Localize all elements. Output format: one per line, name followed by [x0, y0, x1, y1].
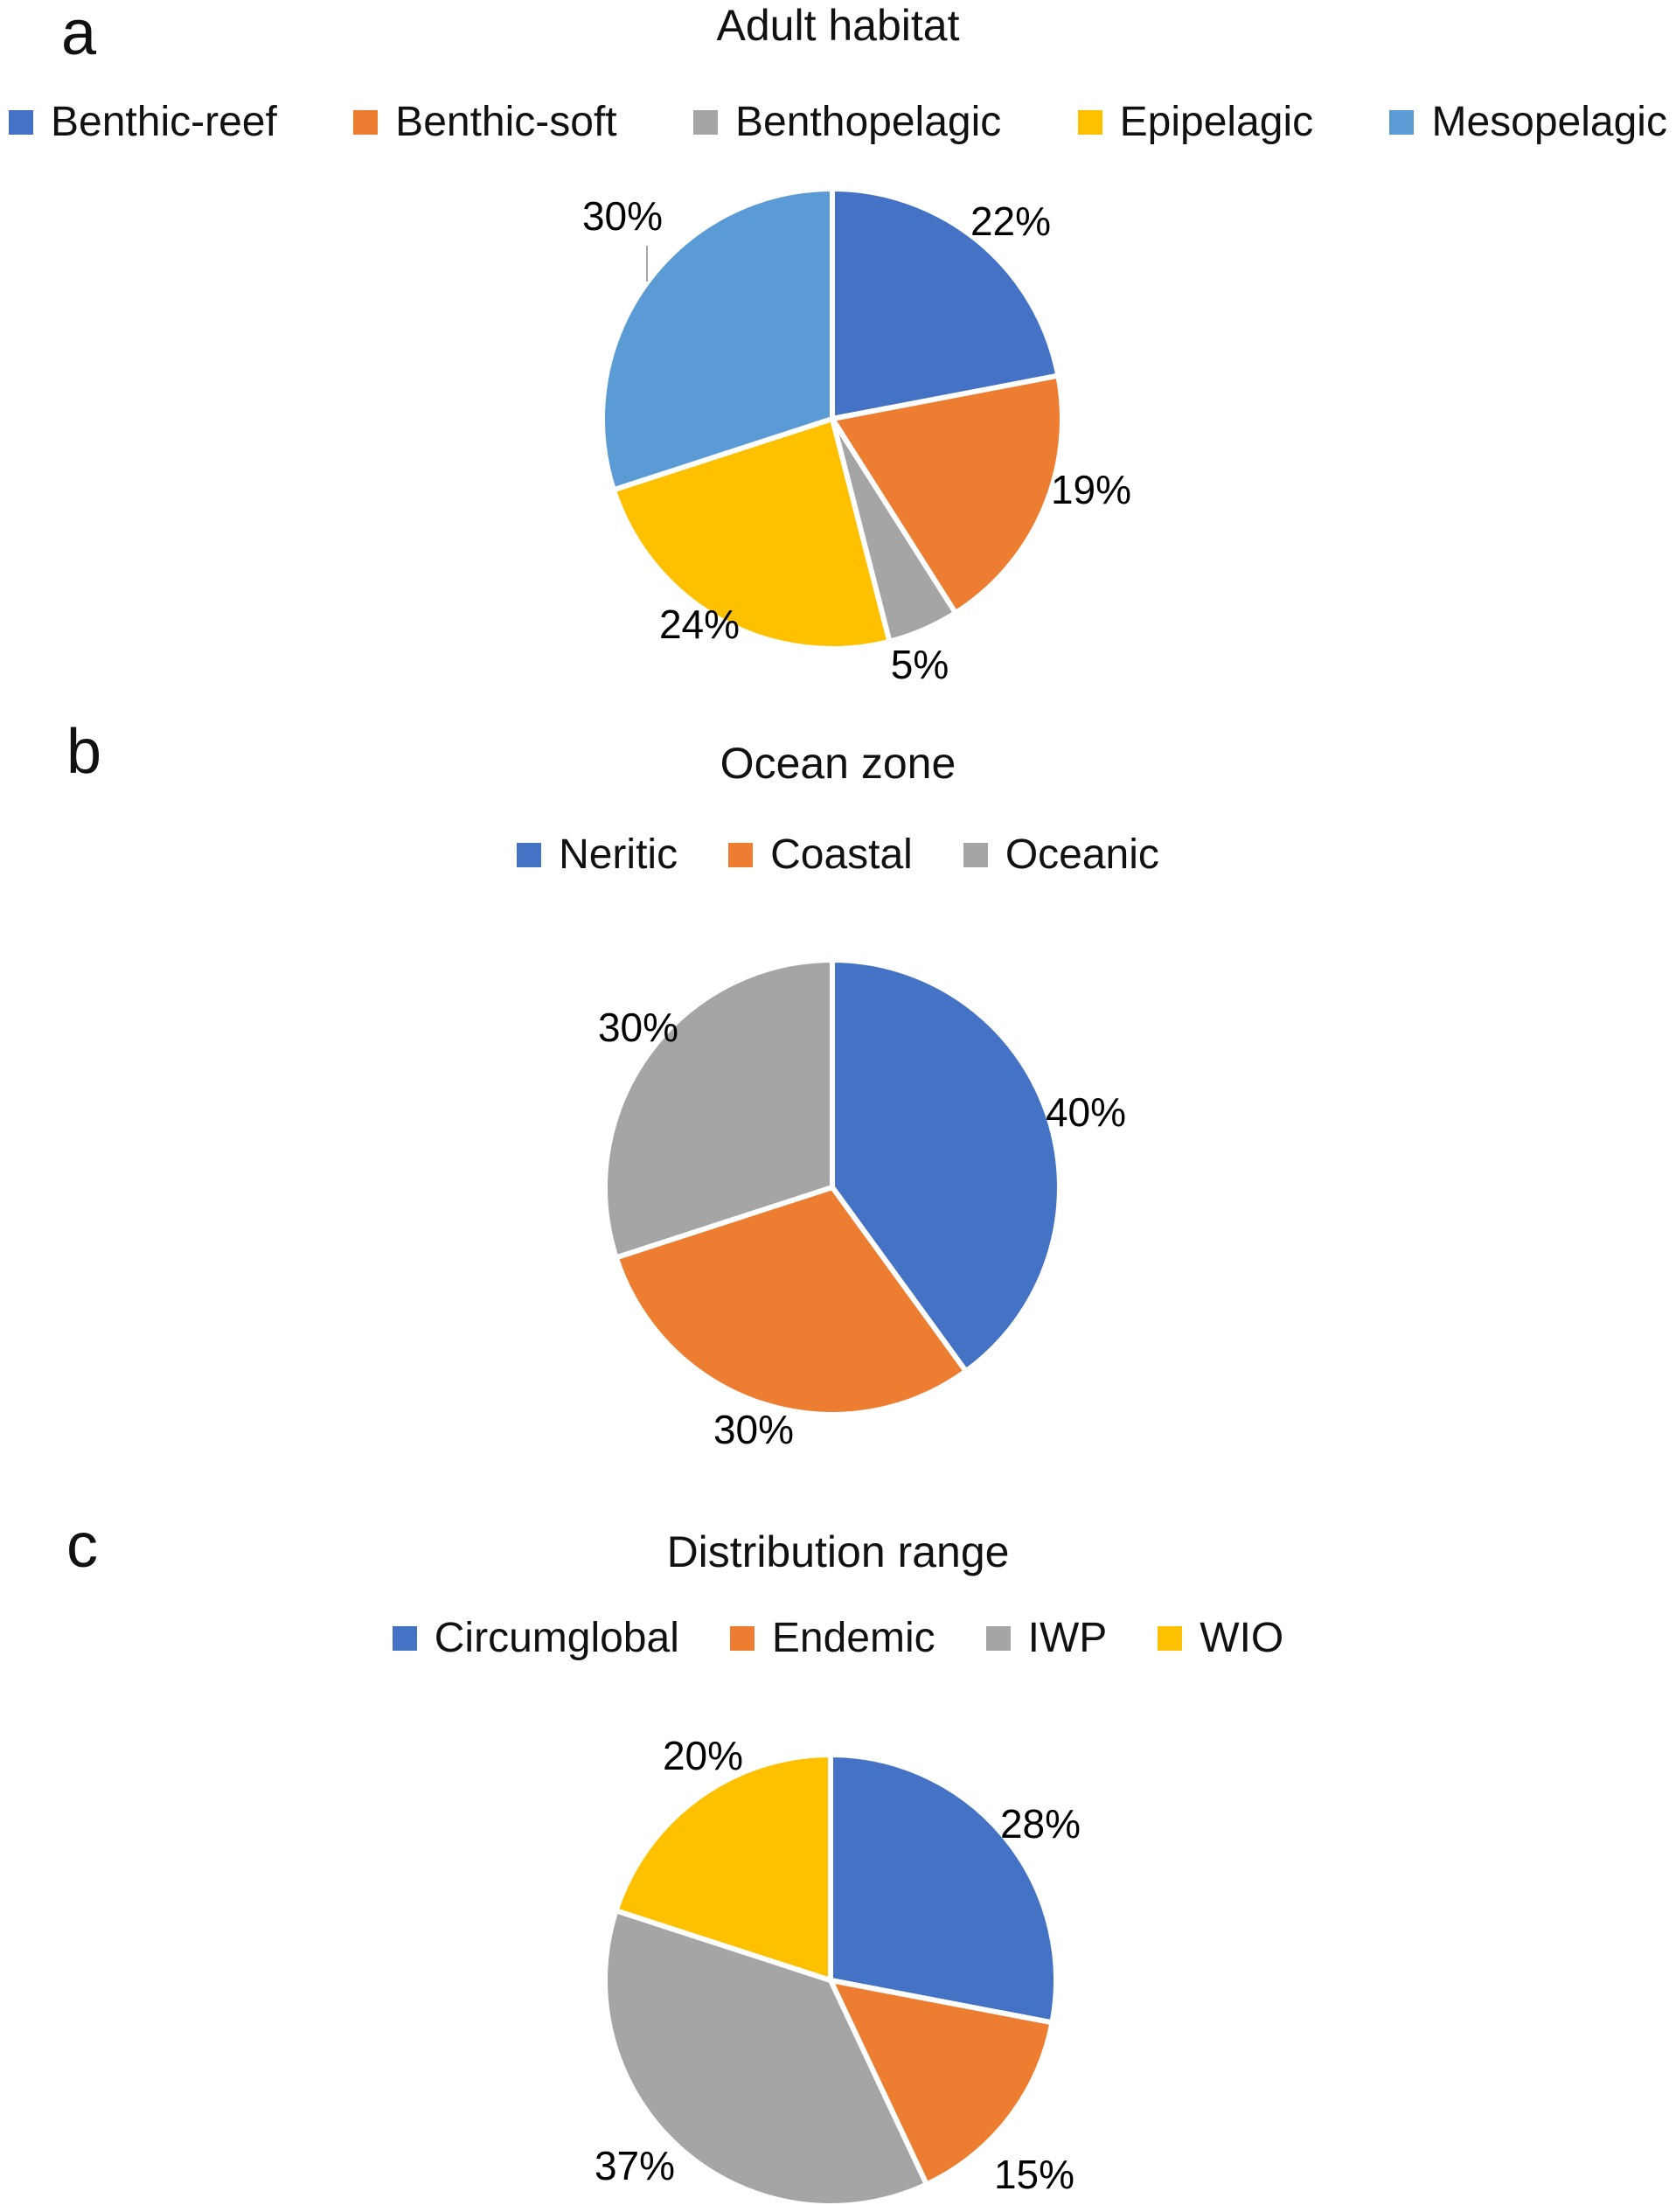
- legend-label: Benthopelagic: [735, 99, 1002, 145]
- data-label-neritic: 40%: [1045, 1089, 1127, 1135]
- legend-label: WIO: [1200, 1615, 1284, 1661]
- pie-slice-circumglobal: [828, 1752, 1059, 2026]
- pie-slice-wio: [613, 1752, 833, 1983]
- legend-label: Coastal: [770, 831, 913, 878]
- pie-slice-benthopelagic: [830, 416, 958, 644]
- legend-label: Oceanic: [1005, 831, 1159, 878]
- pie-slice-coastal: [613, 1185, 969, 1417]
- panel-letter-c: c: [66, 1511, 98, 1581]
- legend-ocean-zone: Neritic Coastal Oceanic: [0, 834, 1676, 876]
- legend-marker-benthic-soft: [353, 110, 379, 135]
- legend-item-oceanic: Oceanic: [963, 834, 1159, 876]
- legend-marker-wio: [1158, 1626, 1183, 1651]
- legend-item-endemic: Endemic: [729, 1615, 935, 1661]
- legend-label: Benthic-reef: [51, 99, 277, 145]
- legend-marker-oceanic: [963, 843, 988, 867]
- chart-title-distribution-range: Distribution range: [666, 1527, 1010, 1576]
- data-label-endemic: 15%: [993, 2152, 1075, 2197]
- data-label-wio: 20%: [662, 1733, 744, 1778]
- legend-marker-neritic: [517, 843, 542, 867]
- legend-item-benthic-soft: Benthic-soft: [353, 99, 617, 145]
- data-label-epipelagic: 24%: [658, 602, 741, 647]
- data-label-benthopelagic: 5%: [890, 642, 949, 687]
- data-label-benthic-soft: 19%: [1050, 467, 1132, 512]
- legend-label: Endemic: [771, 1615, 935, 1661]
- pie-slice-epipelagic: [610, 416, 893, 652]
- legend-item-benthic-reef: Benthic-reef: [9, 101, 277, 143]
- chart-title-ocean-zone: Ocean zone: [720, 739, 956, 788]
- data-label-mesopelagic: 30%: [581, 193, 664, 239]
- legend-item-mesopelagic: Mesopelagic: [1389, 99, 1667, 145]
- legend-item-iwp: IWP: [985, 1615, 1108, 1661]
- legend-label: Epipelagic: [1119, 99, 1314, 145]
- legend-marker-coastal: [728, 843, 754, 867]
- legend-marker-epipelagic: [1077, 110, 1102, 135]
- legend-item-circumglobal: Circumglobal: [392, 1615, 679, 1661]
- data-label-circumglobal: 28%: [999, 1801, 1081, 1847]
- data-label-benthic-reef: 22%: [970, 198, 1052, 244]
- legend-distribution-range: Circumglobal Endemic IWP WIO: [0, 1617, 1676, 1659]
- legend-label: Circumglobal: [434, 1615, 679, 1661]
- legend-item-coastal: Coastal: [728, 834, 913, 876]
- legend-item-wio: WIO: [1158, 1617, 1283, 1659]
- legend-label: Benthic-soft: [395, 99, 617, 145]
- legend-marker-benthopelagic: [693, 110, 718, 135]
- legend-item-epipelagic: Epipelagic: [1077, 99, 1314, 145]
- legend-adult-habitat: Benthic-reef Benthic-soft Benthopelagic Epi…: [0, 101, 1676, 143]
- data-label-iwp: 37%: [594, 2143, 676, 2188]
- legend-marker-circumglobal: [392, 1626, 417, 1651]
- legend-marker-endemic: [729, 1626, 755, 1651]
- legend-item-neritic: Neritic: [517, 834, 678, 876]
- legend-label: Mesopelagic: [1431, 99, 1667, 145]
- data-label-oceanic: 30%: [597, 1005, 679, 1050]
- pie-slice-benthic-soft: [830, 372, 1065, 616]
- legend-label: IWP: [1027, 1615, 1108, 1661]
- data-label-coastal: 30%: [713, 1407, 795, 1452]
- legend-marker-iwp: [985, 1626, 1011, 1651]
- legend-marker-mesopelagic: [1389, 110, 1415, 135]
- legend-item-benthopelagic: Benthopelagic: [693, 101, 1001, 143]
- pie-slice-neritic: [830, 957, 1062, 1374]
- panel-letter-a: a: [61, 0, 97, 68]
- panel-letter-b: b: [66, 717, 102, 787]
- chart-title-adult-habitat: Adult habitat: [716, 1, 960, 50]
- legend-marker-benthic-reef: [9, 110, 33, 135]
- legend-label: Neritic: [559, 831, 678, 878]
